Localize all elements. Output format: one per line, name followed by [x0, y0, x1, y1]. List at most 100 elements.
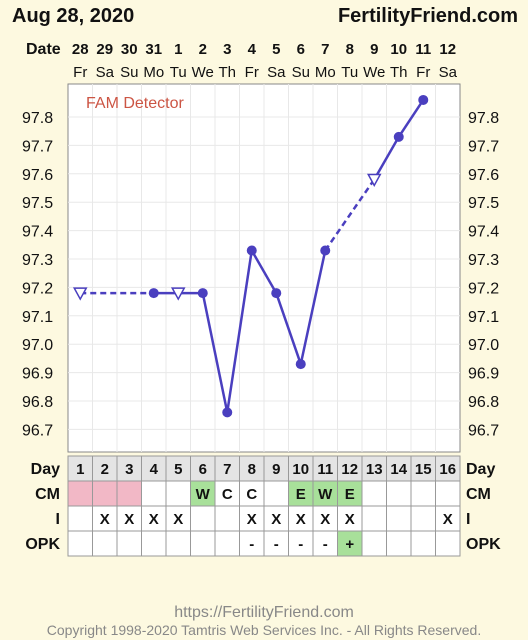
cm-cell-text: W	[318, 486, 333, 503]
cm-cell	[263, 480, 289, 507]
footer-copyright: Copyright 1998-2020 Tamtris Web Services…	[47, 622, 481, 638]
cm-cell	[165, 480, 191, 507]
opk-cell-text: +	[345, 536, 354, 553]
opk-cell	[410, 530, 436, 557]
date-label: 3	[223, 41, 231, 58]
opk-cell	[263, 530, 289, 557]
date-label: 7	[321, 41, 329, 58]
opk-cell-text: -	[298, 536, 303, 553]
cm-cell-text: C	[246, 486, 257, 503]
y-tick-left: 97.7	[22, 138, 53, 155]
intercourse-cell	[92, 505, 118, 532]
date-label: 4	[248, 41, 257, 58]
series-line-segment	[299, 250, 327, 365]
day-cell-text: 10	[292, 461, 309, 478]
date-label: 1	[174, 41, 182, 58]
weekday-label: Su	[120, 64, 138, 81]
opk-cell	[116, 530, 142, 557]
intercourse-row-label: I	[56, 511, 60, 528]
cm-row-label: CM	[35, 486, 60, 503]
series-line-segment	[275, 292, 302, 365]
series-line-segment	[324, 178, 376, 252]
data-point	[148, 288, 159, 299]
y-tick-left: 97.5	[22, 195, 53, 212]
intercourse-cell	[386, 505, 412, 532]
intercourse-cell-text: X	[149, 511, 159, 528]
data-point	[295, 359, 306, 370]
data-point	[393, 131, 404, 142]
y-tick-left: 96.8	[22, 394, 53, 411]
data-point	[418, 94, 429, 105]
intercourse-cell	[190, 505, 216, 532]
cm-cell	[361, 480, 387, 507]
opk-cell-text: -	[274, 536, 279, 553]
intercourse-cell-text: X	[443, 511, 453, 528]
y-tick-right: 96.9	[468, 366, 499, 383]
day-cell-text: 11	[317, 461, 333, 478]
opk-cell-text: -	[249, 536, 254, 553]
day-cell-text: 14	[390, 461, 407, 478]
data-point	[320, 245, 331, 256]
weekday-label: Sa	[96, 64, 115, 81]
cm-cell-text: C	[222, 486, 233, 503]
weekday-label: Mo	[315, 64, 336, 81]
opk-cell	[312, 530, 338, 557]
day-cell-text: 6	[199, 461, 207, 478]
intercourse-cell	[141, 505, 167, 532]
cm-cell	[92, 480, 118, 507]
date-label: 5	[272, 41, 280, 58]
data-point-triangle	[72, 287, 88, 301]
header-brand: FertilityFriend.com	[338, 5, 518, 27]
cm-cell	[312, 480, 338, 507]
opk-cell	[165, 530, 191, 557]
y-tick-right: 96.8	[468, 394, 499, 411]
day-cell	[239, 455, 265, 482]
date-label: 31	[145, 41, 162, 58]
data-point-triangle	[170, 287, 186, 301]
opk-cell	[361, 530, 387, 557]
weekday-label: We	[363, 64, 385, 81]
y-tick-left: 97.6	[22, 167, 53, 184]
weekday-label: We	[192, 64, 214, 81]
y-tick-left: 97.2	[22, 280, 53, 297]
y-tick-left: 97.8	[22, 110, 53, 127]
opk-cell	[67, 530, 93, 557]
intercourse-cell	[410, 505, 436, 532]
day-row-label-right: Day	[466, 461, 495, 478]
date-row-label: Date	[26, 41, 61, 58]
day-cell-text: 12	[341, 461, 358, 478]
day-cell-text: 9	[272, 461, 280, 478]
y-tick-left: 96.7	[22, 422, 53, 439]
y-tick-right: 97.7	[468, 138, 499, 155]
cm-cell-text: E	[296, 486, 306, 503]
y-tick-right: 97.1	[468, 309, 499, 326]
date-label: 12	[439, 41, 456, 58]
day-cell-text: 1	[76, 461, 84, 478]
y-tick-right: 97.5	[468, 195, 499, 212]
opk-cell	[190, 530, 216, 557]
data-point-triangle	[366, 173, 382, 188]
day-cell	[141, 455, 167, 482]
weekday-label: Th	[390, 64, 408, 81]
intercourse-cell-text: X	[320, 511, 330, 528]
day-cell-text: 5	[174, 461, 182, 478]
y-tick-right: 97.2	[468, 280, 499, 297]
weekday-label: Sa	[267, 64, 286, 81]
opk-cell	[214, 530, 240, 557]
weekday-label: Th	[218, 64, 236, 81]
intercourse-cell-text: X	[100, 511, 110, 528]
y-tick-right: 97.3	[468, 252, 499, 269]
weekday-label: Tu	[170, 64, 187, 81]
series-line-segment	[397, 99, 425, 138]
cm-cell-text: E	[345, 486, 355, 503]
opk-cell	[141, 530, 167, 557]
y-tick-left: 97.3	[22, 252, 53, 269]
weekday-label: Mo	[143, 64, 164, 81]
date-label: 29	[96, 41, 113, 58]
intercourse-cell-text: X	[296, 511, 306, 528]
y-tick-left: 97.0	[22, 337, 53, 354]
intercourse-cell-text: X	[247, 511, 257, 528]
series-line-segment	[201, 292, 229, 413]
opk-cell	[435, 530, 461, 557]
